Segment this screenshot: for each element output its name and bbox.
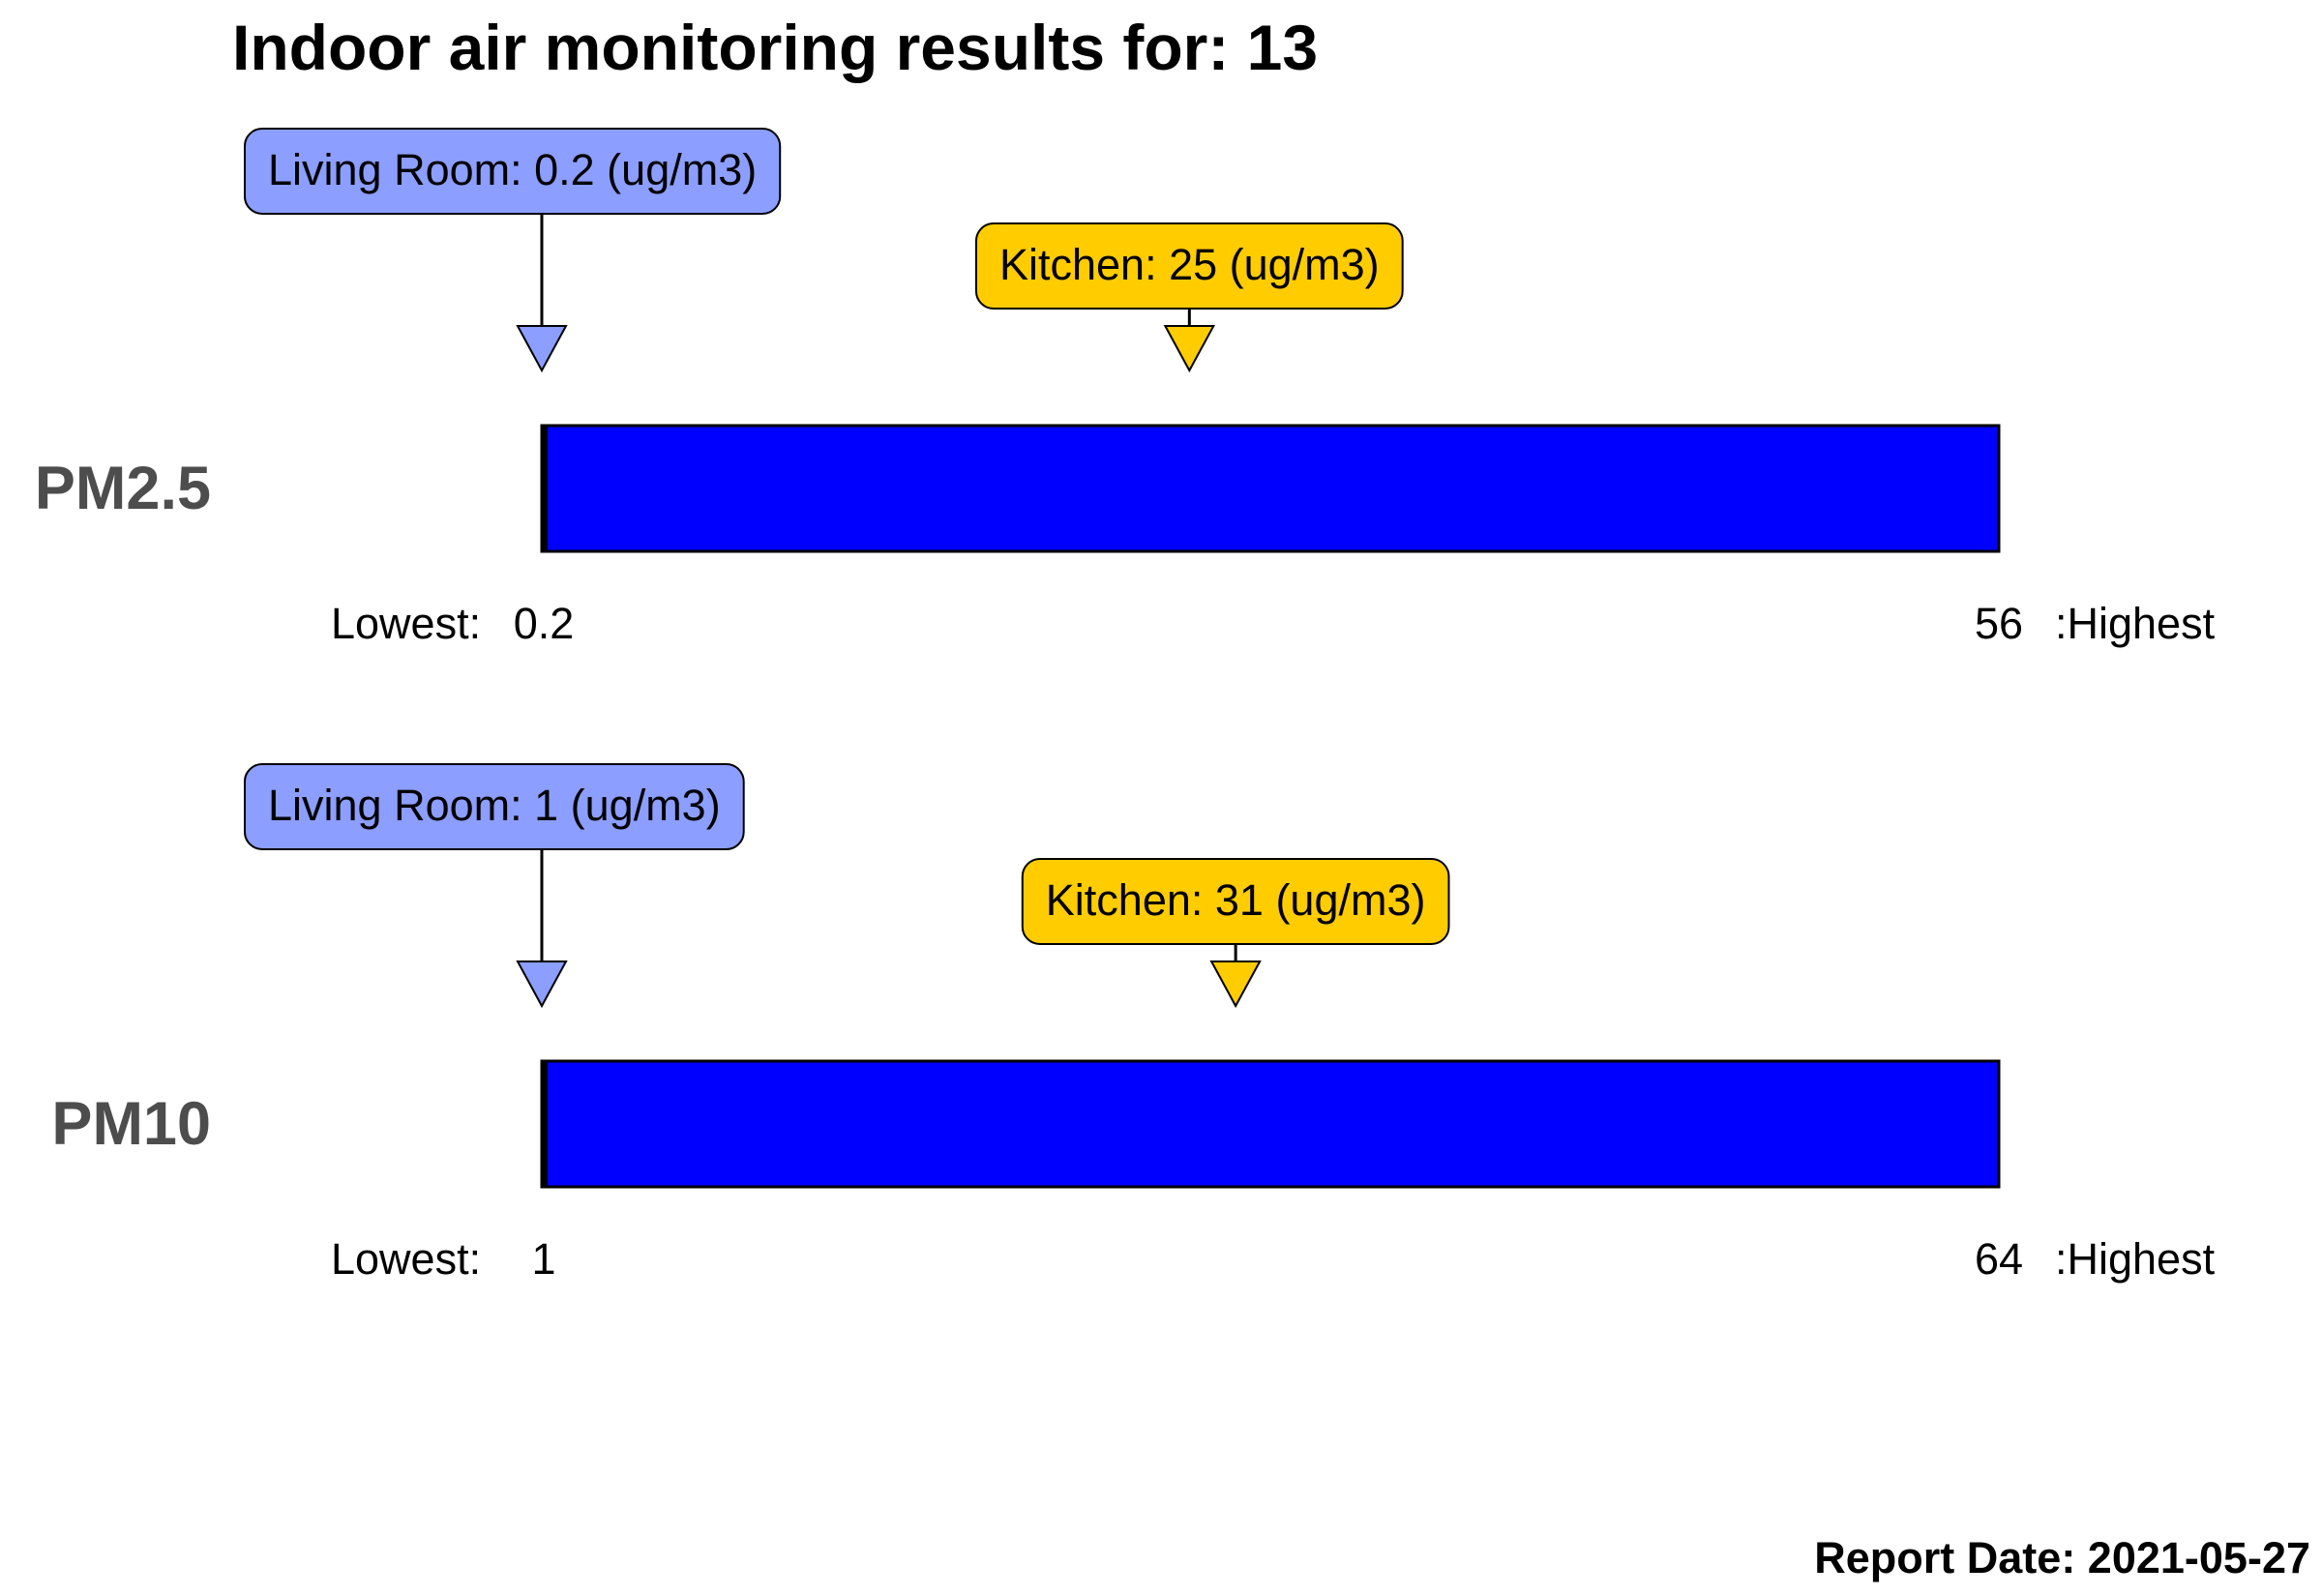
range-bar — [540, 424, 2001, 553]
callout-label: Living Room: 0.2 (ug/m3) — [268, 145, 757, 194]
pollutant-label: PM10 — [51, 1090, 211, 1158]
callout-box — [1021, 858, 1450, 945]
callout-living-room: Living Room: 1 (ug/m3) — [244, 763, 745, 1009]
callout-living-room: Living Room: 0.2 (ug/m3) — [244, 128, 782, 373]
pointer-triangle — [1209, 961, 1262, 1009]
lowest-label: Lowest: — [331, 599, 481, 648]
lowest-value: 0.2 — [514, 599, 575, 648]
highest-value: 64 — [1975, 1234, 2023, 1284]
callout-label: Living Room: 1 (ug/m3) — [268, 781, 721, 830]
pollutant-label: PM2.5 — [35, 455, 211, 522]
highest-label: :Highest — [2055, 1234, 2216, 1284]
pointer-triangle — [516, 961, 568, 1009]
callout-box — [244, 763, 745, 850]
panel-pm10: PM10 Lowest: 1 64 :Highest Living Room: 1 (ug… — [51, 763, 2216, 1284]
range-bar-start-marker — [542, 426, 548, 551]
range-bar — [540, 1059, 2001, 1189]
range-bar-start-marker — [542, 1061, 548, 1187]
callout-box — [244, 128, 782, 215]
callout-box — [974, 222, 1404, 310]
callout-label: Kitchen: 25 (ug/m3) — [999, 240, 1380, 289]
highest-value: 56 — [1975, 599, 2023, 648]
chart-title: Indoor air monitoring results for: 13 — [232, 12, 1318, 83]
callout-kitchen: Kitchen: 25 (ug/m3) — [974, 222, 1404, 373]
report-date: Report Date: 2021-05-27 — [1814, 1533, 2310, 1582]
lowest-value: 1 — [531, 1234, 555, 1284]
pointer-triangle — [1163, 325, 1216, 373]
callout-label: Kitchen: 31 (ug/m3) — [1046, 875, 1426, 925]
highest-label: :Highest — [2055, 599, 2216, 648]
pollutant-panels: PM2.5 Lowest: 0.2 56 :Highest Living Room: 0.… — [35, 128, 2216, 1284]
pointer-triangle — [516, 325, 568, 373]
panel-pm25: PM2.5 Lowest: 0.2 56 :Highest Living Room: 0.… — [35, 128, 2216, 648]
lowest-label: Lowest: — [331, 1234, 481, 1284]
callout-kitchen: Kitchen: 31 (ug/m3) — [1021, 858, 1450, 1009]
